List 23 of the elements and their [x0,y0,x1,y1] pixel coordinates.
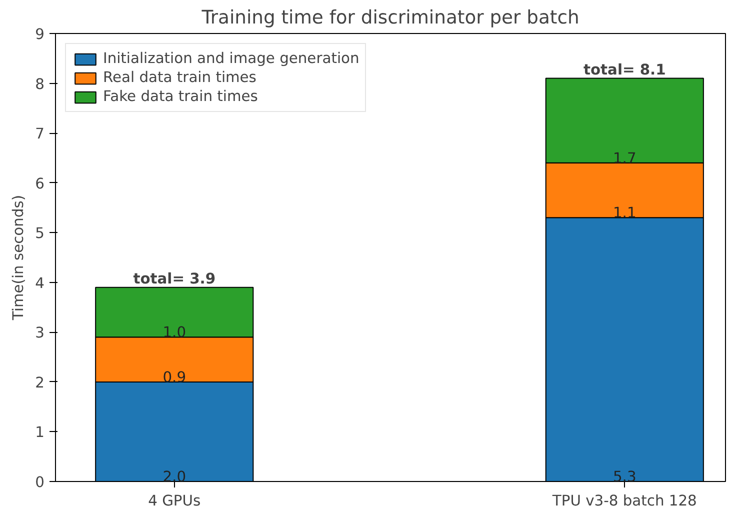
total-label: total= 8.1 [583,61,666,78]
y-tick-label: 2 [35,374,45,392]
y-tick-label: 7 [35,126,45,143]
y-axis-title: Time(in seconds) [10,194,28,322]
total-label: total= 3.9 [133,270,216,288]
x-tick-label: TPU v3-8 batch 128 [551,492,697,510]
y-tick-label: 6 [35,175,45,192]
y-tick-label: 3 [35,324,45,342]
y-tick-label: 1 [35,424,45,442]
y-tick-label: 4 [35,274,45,292]
y-tick-label: 8 [35,76,45,93]
x-tick-label: 4 GPUs [148,492,201,510]
legend-label: Fake data train times [103,88,258,105]
data-label: 1.7 [612,150,636,167]
y-tick-label: 9 [35,26,45,43]
data-label: 2.0 [162,468,186,486]
data-label: 5.3 [612,468,636,486]
y-tick-label: 0 [35,474,45,491]
legend-label: Initialization and image generation [103,50,360,67]
data-label: 0.9 [162,368,186,386]
chart-title: Training time for discriminator per batch [200,8,580,28]
legend-label: Real data train times [103,69,256,86]
y-tick-label: 5 [35,225,45,242]
